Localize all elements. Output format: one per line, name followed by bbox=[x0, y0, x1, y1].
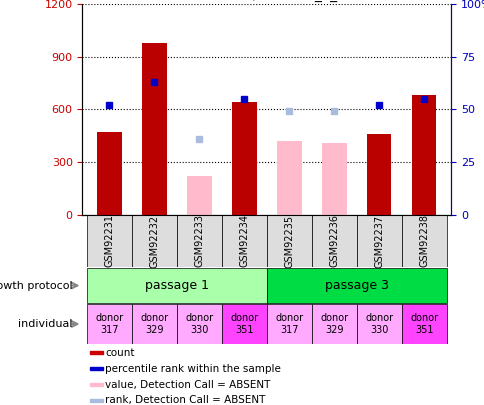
Bar bbox=[97, 132, 121, 215]
Text: count: count bbox=[105, 348, 135, 358]
Bar bbox=[186, 176, 211, 215]
FancyBboxPatch shape bbox=[132, 304, 177, 344]
Text: GSM92237: GSM92237 bbox=[373, 214, 383, 268]
Text: passage 3: passage 3 bbox=[324, 279, 388, 292]
FancyBboxPatch shape bbox=[311, 215, 356, 267]
FancyBboxPatch shape bbox=[356, 215, 401, 267]
Text: donor
330: donor 330 bbox=[185, 313, 213, 335]
Bar bbox=[90, 351, 103, 354]
Text: donor
351: donor 351 bbox=[409, 313, 437, 335]
Bar bbox=[142, 43, 166, 215]
Text: value, Detection Call = ABSENT: value, Detection Call = ABSENT bbox=[105, 379, 270, 390]
Text: passage 1: passage 1 bbox=[145, 279, 209, 292]
FancyBboxPatch shape bbox=[356, 304, 401, 344]
Bar bbox=[411, 95, 436, 215]
FancyBboxPatch shape bbox=[401, 304, 446, 344]
Text: donor
330: donor 330 bbox=[364, 313, 393, 335]
FancyBboxPatch shape bbox=[266, 215, 311, 267]
FancyBboxPatch shape bbox=[87, 304, 132, 344]
FancyBboxPatch shape bbox=[266, 304, 311, 344]
Bar bbox=[90, 367, 103, 370]
Text: rank, Detection Call = ABSENT: rank, Detection Call = ABSENT bbox=[105, 395, 265, 405]
Text: GSM92233: GSM92233 bbox=[194, 215, 204, 267]
Text: GSM92235: GSM92235 bbox=[284, 214, 294, 268]
Text: percentile rank within the sample: percentile rank within the sample bbox=[105, 364, 281, 374]
Text: GSM92231: GSM92231 bbox=[104, 215, 114, 267]
Bar bbox=[366, 134, 391, 215]
Text: GSM92232: GSM92232 bbox=[149, 214, 159, 268]
FancyBboxPatch shape bbox=[177, 304, 221, 344]
Text: GSM92238: GSM92238 bbox=[418, 215, 428, 267]
Text: GSM92236: GSM92236 bbox=[329, 215, 338, 267]
Bar bbox=[231, 102, 256, 215]
Bar bbox=[90, 399, 103, 402]
Text: individual: individual bbox=[18, 319, 73, 329]
Text: donor
317: donor 317 bbox=[95, 313, 123, 335]
Text: donor
329: donor 329 bbox=[319, 313, 348, 335]
FancyBboxPatch shape bbox=[266, 268, 446, 303]
FancyBboxPatch shape bbox=[401, 215, 446, 267]
FancyBboxPatch shape bbox=[87, 215, 132, 267]
Title: GDS1869 / 233912_x_at: GDS1869 / 233912_x_at bbox=[182, 0, 350, 2]
Text: donor
329: donor 329 bbox=[140, 313, 168, 335]
Bar bbox=[321, 143, 346, 215]
FancyBboxPatch shape bbox=[311, 304, 356, 344]
FancyBboxPatch shape bbox=[132, 215, 177, 267]
FancyBboxPatch shape bbox=[221, 304, 266, 344]
Text: growth protocol: growth protocol bbox=[0, 281, 73, 290]
FancyBboxPatch shape bbox=[177, 215, 221, 267]
FancyBboxPatch shape bbox=[87, 268, 266, 303]
Text: donor
317: donor 317 bbox=[274, 313, 302, 335]
Text: donor
351: donor 351 bbox=[230, 313, 258, 335]
Bar bbox=[90, 383, 103, 386]
Text: GSM92234: GSM92234 bbox=[239, 215, 249, 267]
FancyBboxPatch shape bbox=[221, 215, 266, 267]
Bar bbox=[276, 141, 301, 215]
